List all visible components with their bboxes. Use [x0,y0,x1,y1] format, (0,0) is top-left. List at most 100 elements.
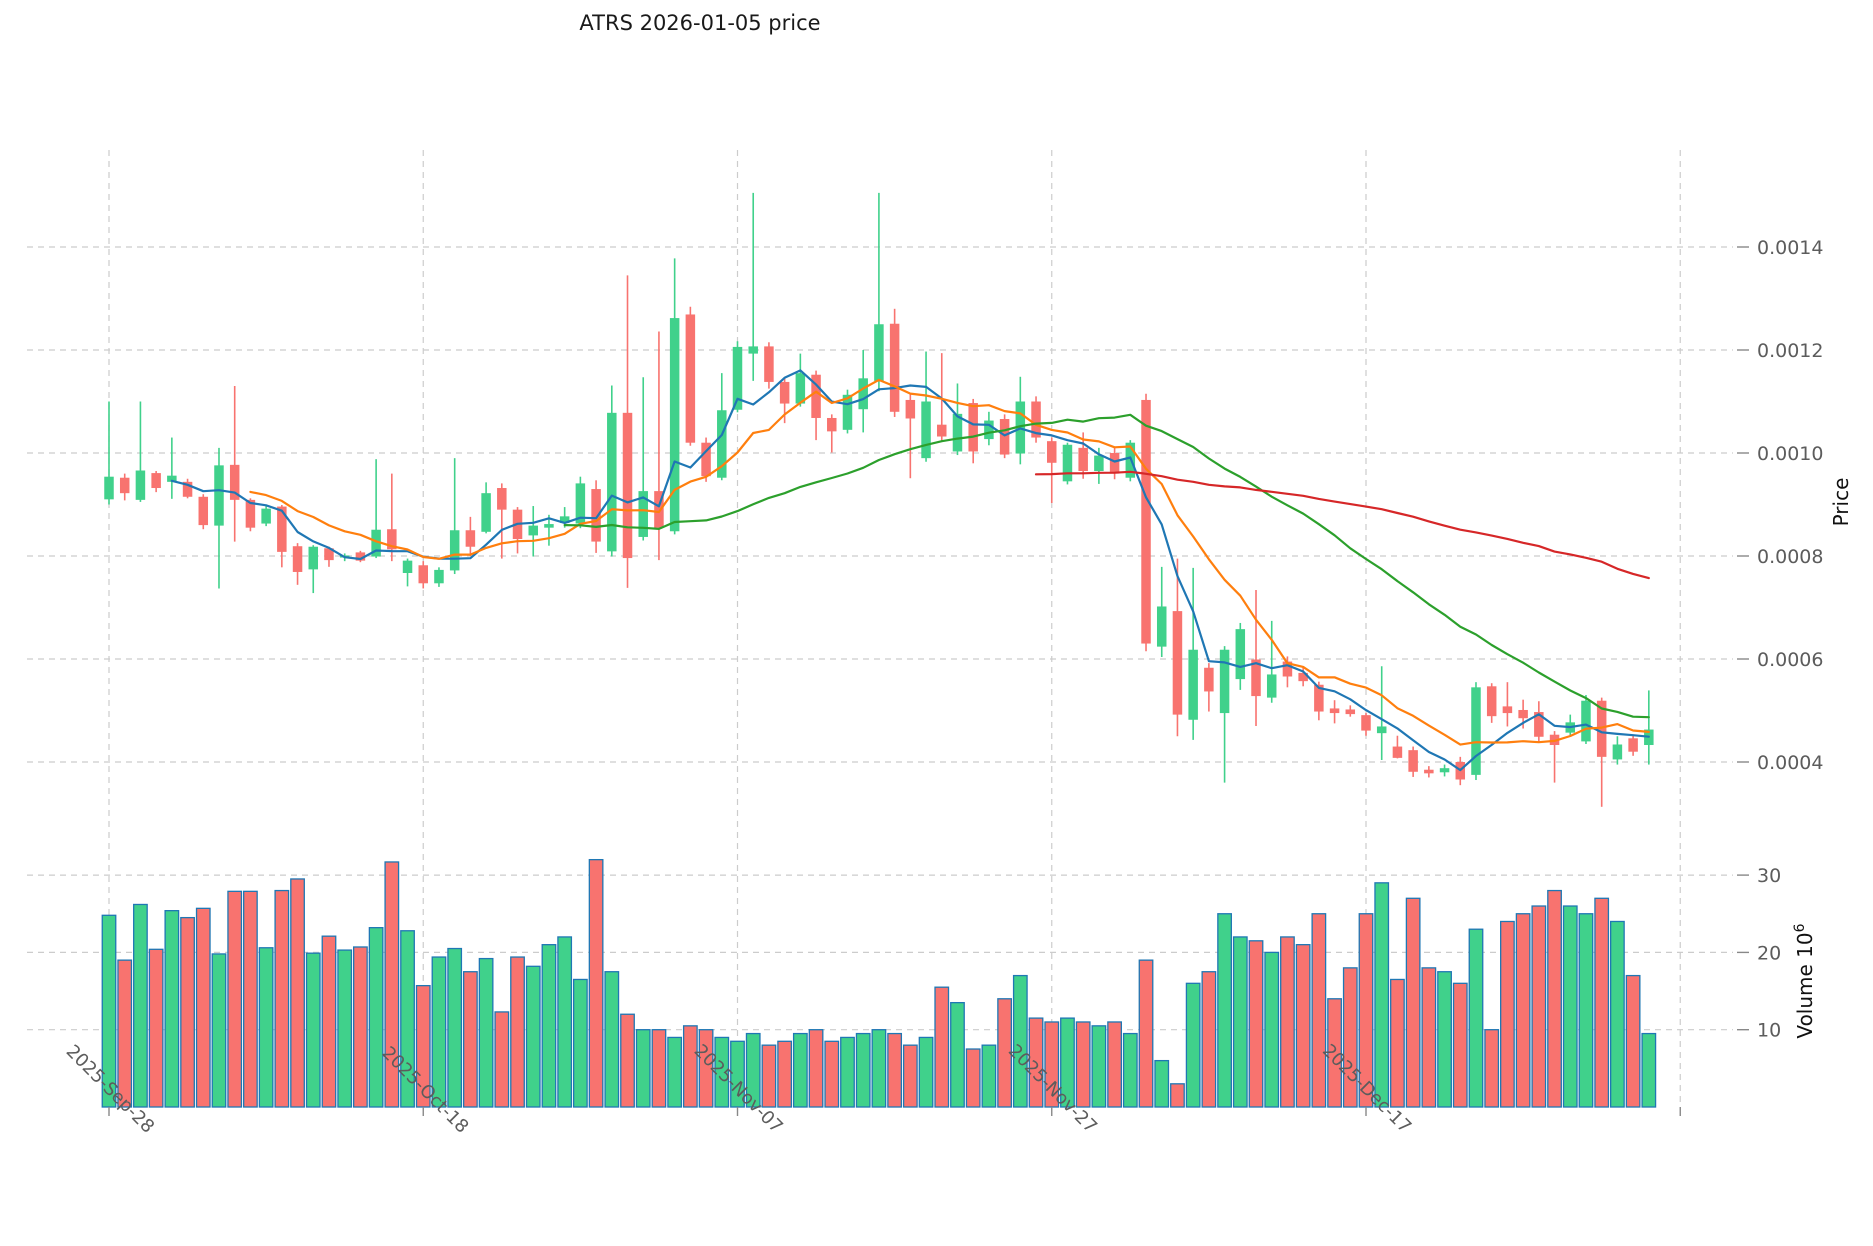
price-tick-label: 0.0010 [1757,443,1823,465]
candle [1581,695,1591,744]
volume-bar [1122,1032,1138,1108]
volume-bar [541,944,557,1108]
price-tick-label: 0.0008 [1757,546,1823,568]
volume-bar [902,1044,918,1108]
volume-tick-label: 30 [1757,865,1781,887]
volume-bar [478,957,494,1108]
candle [1408,746,1418,777]
candle [622,275,633,588]
candle [261,506,271,527]
volume-bar [792,1032,808,1108]
volume-bar [965,1048,981,1108]
candle [1204,663,1214,712]
volume-bar [305,952,321,1108]
candle [1109,447,1120,480]
volume-bar [604,971,620,1108]
volume-bar [274,889,290,1108]
candle [1031,396,1041,443]
volume-bar [997,998,1013,1108]
volume-bar [1484,1029,1500,1108]
candle [669,258,680,535]
candle [418,561,428,589]
chart-title: ATRS 2026-01-05 price [579,11,820,35]
price-tick-label: 0.0012 [1757,340,1823,362]
candle [1047,437,1057,503]
volume-bars [101,858,1657,1108]
volume-tick-label: 20 [1757,942,1781,964]
volume-bar [761,1044,777,1108]
volume-bar [290,878,305,1108]
candle [182,478,193,499]
candle [575,476,586,529]
volume-bar [1452,982,1468,1108]
volume-bar [180,916,195,1108]
price-tick-label: 0.0014 [1757,237,1823,259]
candle [685,306,696,446]
candle [402,558,413,587]
candle [1644,690,1654,765]
volume-bar [981,1044,997,1108]
candle [151,471,161,493]
candle [1534,701,1544,742]
candle [229,386,240,542]
candle [481,482,491,534]
volume-bar [934,986,950,1108]
candle [1141,393,1151,652]
candle [214,447,224,589]
volume-bar [1594,897,1610,1108]
candle [1015,376,1026,465]
volume-bar [400,930,415,1108]
volume-bar [384,861,400,1108]
volume-bar [195,907,211,1108]
candle [434,567,444,587]
candle [654,331,664,561]
volume-bar [494,1011,510,1108]
candle [1596,697,1607,807]
volume-bar [164,910,180,1108]
volume-bar [871,1029,887,1108]
candle [607,385,617,557]
volume-bar [1390,978,1405,1108]
candle [842,389,853,434]
candlesticks [104,192,1654,807]
volume-bar [227,890,243,1108]
candle [1235,622,1246,690]
price-axis-label: Price [1829,478,1853,527]
candle [764,342,774,389]
volume-bar [258,947,274,1108]
volume-axis-label: Volume 106 [1792,923,1817,1038]
volume-bar [1028,1017,1044,1108]
volume-bar [1185,982,1201,1108]
volume-bar [1421,967,1437,1108]
candle [1376,666,1387,760]
candle [952,383,963,456]
volume-bar [368,927,384,1108]
candle [874,192,884,392]
volume-bar [1342,967,1358,1108]
candle [1628,735,1638,756]
candle [701,437,711,482]
candle [465,516,476,556]
volume-bar [1374,882,1390,1108]
candle [528,506,538,557]
candle [308,545,319,594]
volume-bar [1201,971,1217,1108]
volume-bar [777,1040,793,1108]
volume-bar [462,971,478,1108]
candle [1612,736,1623,765]
candle [512,507,523,554]
moving-averages [170,369,1650,772]
volume-bar [1515,913,1531,1108]
volume-bar [1610,920,1625,1108]
price-tick-label: 0.0006 [1757,649,1823,671]
volume-bar [572,978,588,1108]
candle [1156,566,1167,657]
volume-bar [1091,1025,1107,1108]
volume-bar [1107,1021,1122,1108]
candle [1486,683,1497,723]
volume-bar [148,948,164,1108]
volume-bar [840,1036,855,1108]
candle [1251,589,1261,726]
candle [292,543,303,585]
